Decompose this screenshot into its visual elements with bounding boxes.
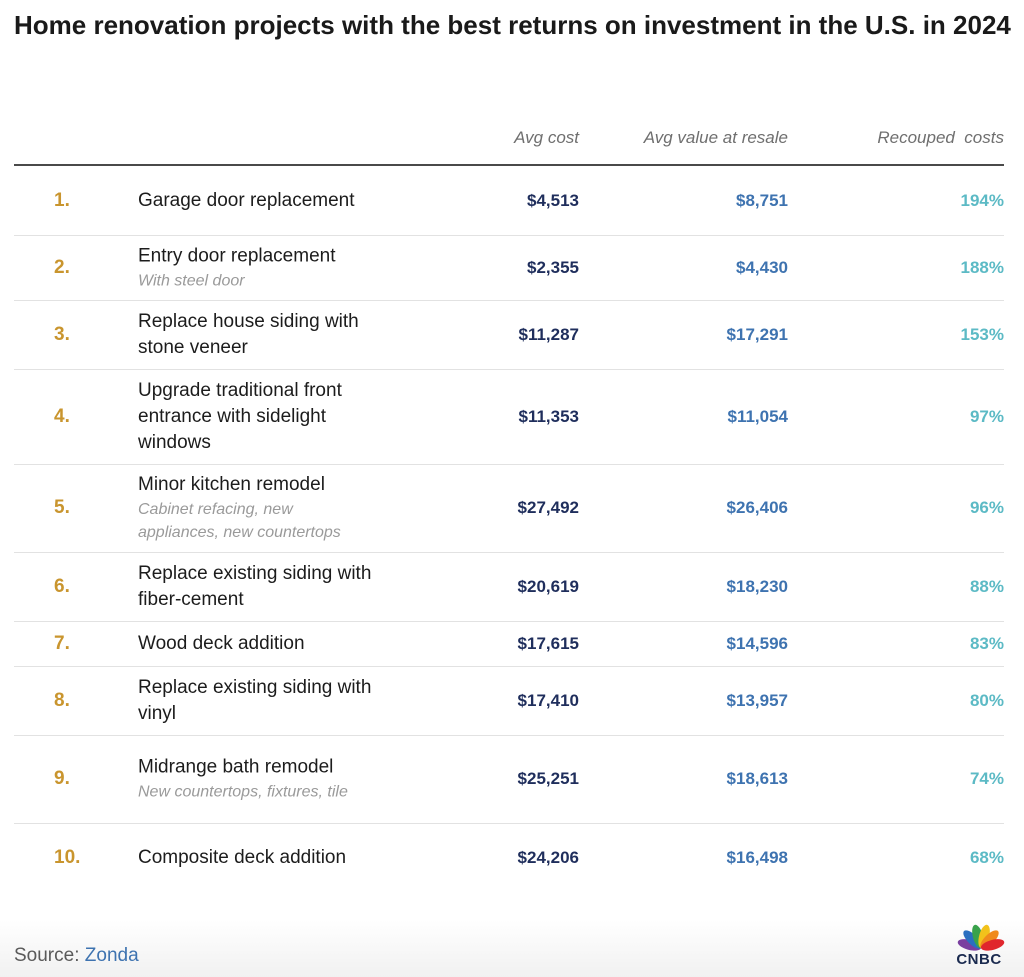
avg-value-at-resale: $26,406: [726, 498, 788, 517]
column-header-avg-cost: Avg cost: [514, 128, 579, 147]
avg-value-at-resale: $4,430: [736, 257, 788, 277]
project-subtitle: New countertops, fixtures, tile: [138, 783, 348, 801]
project-description: Composite deck addition: [138, 845, 378, 871]
table-row: 9. Midrange bath remodel New countertops, …: [14, 735, 1004, 824]
table-row: 10. Composite deck addition $24,206 $16,498…: [14, 823, 1004, 893]
rank-number: 3.: [54, 323, 70, 345]
rank-number: 9.: [54, 768, 70, 789]
avg-value-at-resale: $18,230: [726, 576, 788, 596]
avg-cost-value: $20,619: [517, 576, 579, 596]
header-divider: [14, 164, 1004, 166]
source-label: Source:: [14, 945, 80, 966]
recouped-costs-value: 74%: [969, 769, 1004, 788]
project-description: Midrange bath remodel New countertops, fi…: [138, 755, 378, 804]
project-description: Replace house siding with stone veneer: [138, 309, 378, 361]
project-description: Entry door replacement With steel door: [138, 243, 378, 292]
avg-value-at-resale: $17,291: [726, 324, 788, 344]
recouped-costs-value: 97%: [969, 406, 1004, 426]
footer-band: [0, 920, 1024, 977]
project-name: Entry door replacement: [138, 245, 336, 266]
rank-number: 5.: [54, 497, 70, 518]
avg-cost-value: $2,355: [527, 257, 579, 277]
chart-title: Home renovation projects with the best r…: [14, 10, 1011, 40]
avg-value-at-resale: $11,054: [727, 406, 788, 426]
logo-wordmark: CNBC: [956, 951, 1002, 968]
rank-number: 8.: [54, 689, 70, 711]
avg-cost-value: $4,513: [527, 190, 579, 210]
avg-cost-value: $25,251: [517, 769, 579, 788]
table-row: 5. Minor kitchen remodel Cabinet refacing,…: [14, 464, 1004, 553]
project-description: Replace existing siding with vinyl: [138, 675, 378, 727]
project-name: Midrange bath remodel: [138, 756, 334, 778]
recouped-costs-value: 96%: [969, 498, 1004, 517]
recouped-costs-value: 88%: [969, 576, 1004, 596]
recouped-costs-value: 68%: [969, 848, 1004, 867]
avg-value-at-resale: $13,957: [726, 690, 788, 710]
rank-number: 7.: [54, 632, 70, 654]
project-name: Composite deck addition: [138, 847, 347, 868]
avg-value-at-resale: $8,751: [736, 190, 788, 210]
table-row: 2. Entry door replacement With steel door $…: [14, 235, 1004, 301]
project-name: Replace house siding with stone veneer: [138, 310, 359, 358]
table-row: 7. Wood deck addition $17,615 $14,596 83%: [14, 621, 1004, 667]
project-description: Wood deck addition: [138, 631, 378, 657]
recouped-costs-value: 194%: [960, 190, 1004, 210]
avg-cost-value: $17,615: [517, 633, 579, 653]
recouped-costs-value: 83%: [969, 633, 1004, 653]
avg-value-at-resale: $18,613: [726, 769, 788, 788]
table-row: 6. Replace existing siding with fiber-cem…: [14, 552, 1004, 622]
table-row: 3. Replace house siding with stone veneer…: [14, 300, 1004, 370]
project-name: Garage door replacement: [138, 189, 355, 211]
project-description: Minor kitchen remodel Cabinet refacing, n…: [138, 472, 378, 544]
rank-number: 10.: [54, 847, 81, 868]
recouped-costs-value: 188%: [960, 257, 1004, 277]
avg-value-at-resale: $14,596: [726, 633, 788, 653]
peacock-logo-icon: [957, 924, 1005, 951]
table-row: 8. Replace existing siding with vinyl $17,…: [14, 666, 1004, 736]
rank-number: 2.: [54, 256, 70, 278]
table-row: 4. Upgrade traditional front entrance wit…: [14, 369, 1004, 465]
recouped-costs-value: 80%: [969, 690, 1004, 710]
source-link[interactable]: Zonda: [84, 945, 139, 966]
avg-value-at-resale: $16,498: [726, 848, 788, 867]
rank-number: 6.: [54, 575, 70, 597]
avg-cost-value: $24,206: [517, 848, 579, 867]
table-row: 1. Garage door replacement $4,513 $8,751 194…: [14, 166, 1004, 236]
project-description: Replace existing siding with fiber-cemen…: [138, 561, 378, 613]
rank-number: 1.: [54, 189, 70, 211]
avg-cost-value: $27,492: [517, 498, 579, 517]
avg-cost-value: $17,410: [517, 690, 579, 710]
column-header-recouped: Recouped costs: [877, 128, 1004, 147]
project-name: Wood deck addition: [138, 632, 305, 654]
project-name: Replace existing siding with fiber-cemen…: [138, 562, 372, 610]
project-name: Replace existing siding with vinyl: [138, 676, 372, 724]
project-name: Upgrade traditional front entrance with …: [138, 379, 342, 453]
project-description: Garage door replacement: [138, 188, 378, 214]
source-note: Source: Zonda: [14, 945, 139, 967]
avg-cost-value: $11,287: [518, 324, 579, 344]
rank-number: 4.: [54, 405, 70, 427]
recouped-costs-value: 153%: [960, 324, 1004, 344]
column-header-avg-value: Avg value at resale: [643, 128, 788, 147]
project-subtitle: With steel door: [138, 272, 245, 289]
project-name: Minor kitchen remodel: [138, 474, 325, 495]
avg-cost-value: $11,353: [518, 406, 579, 426]
project-description: Upgrade traditional front entrance with …: [138, 378, 378, 456]
project-subtitle: Cabinet refacing, new appliances, new co…: [138, 501, 341, 541]
